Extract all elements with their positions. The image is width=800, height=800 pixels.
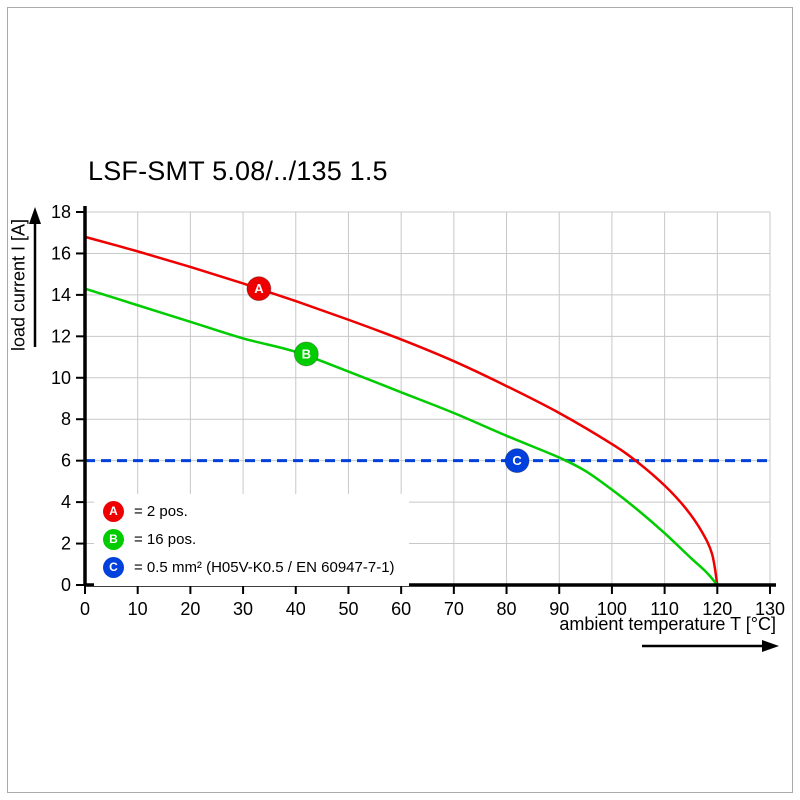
svg-text:8: 8 <box>61 409 71 429</box>
legend-marker-a-icon: A <box>103 500 124 522</box>
svg-text:10: 10 <box>128 599 148 619</box>
legend-item: B = 16 pos. <box>103 527 395 551</box>
svg-text:12: 12 <box>51 326 71 346</box>
svg-text:16: 16 <box>51 243 71 263</box>
legend-label: = 16 pos. <box>134 530 197 548</box>
svg-text:60: 60 <box>391 599 411 619</box>
svg-text:C: C <box>512 453 522 468</box>
svg-text:50: 50 <box>338 599 358 619</box>
svg-text:120: 120 <box>702 599 732 619</box>
svg-text:A: A <box>254 281 264 296</box>
y-axis-label: load current I [A] <box>8 218 29 352</box>
svg-text:10: 10 <box>51 368 71 388</box>
legend-marker-c-icon: C <box>103 556 124 578</box>
svg-text:100: 100 <box>597 599 627 619</box>
legend-label: = 2 pos. <box>134 502 188 520</box>
svg-text:2: 2 <box>61 534 71 554</box>
svg-text:130: 130 <box>755 599 785 619</box>
svg-text:20: 20 <box>180 599 200 619</box>
svg-text:B: B <box>302 346 311 361</box>
legend-label: = 0.5 mm² (H05V-K0.5 / EN 60947-7-1) <box>134 558 395 576</box>
svg-text:70: 70 <box>444 599 464 619</box>
svg-text:6: 6 <box>61 451 71 471</box>
x-axis-label: ambient temperature T [°C] <box>559 614 776 634</box>
svg-text:30: 30 <box>233 599 253 619</box>
svg-text:0: 0 <box>80 599 90 619</box>
svg-text:0: 0 <box>61 575 71 595</box>
svg-text:90: 90 <box>549 599 569 619</box>
svg-text:18: 18 <box>51 202 71 222</box>
chart-title: LSF-SMT 5.08/../135 1.5 <box>88 156 388 186</box>
svg-text:40: 40 <box>286 599 306 619</box>
legend: A = 2 pos. B = 16 pos. C = 0.5 mm² (H05V… <box>94 494 409 586</box>
legend-marker-b-icon: B <box>103 528 124 550</box>
svg-text:14: 14 <box>51 285 71 305</box>
svg-text:4: 4 <box>61 492 71 512</box>
svg-text:80: 80 <box>497 599 517 619</box>
svg-text:110: 110 <box>650 599 679 619</box>
legend-item: C = 0.5 mm² (H05V-K0.5 / EN 60947-7-1) <box>103 555 395 579</box>
legend-item: A = 2 pos. <box>103 499 395 523</box>
